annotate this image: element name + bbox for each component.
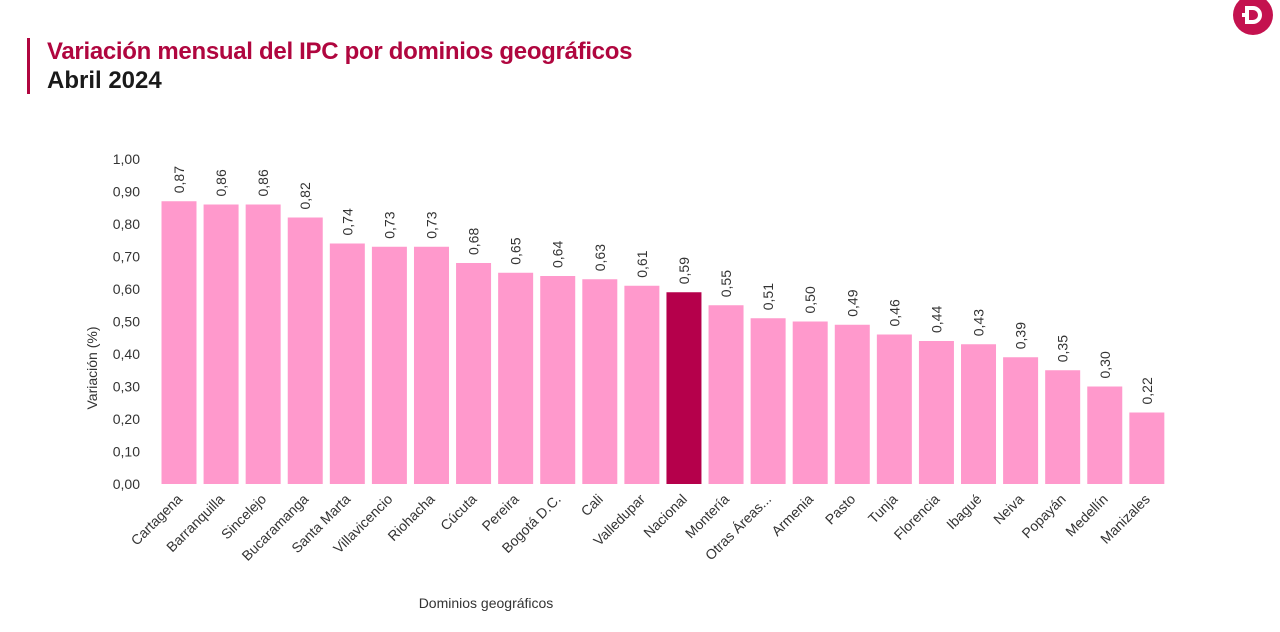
- y-tick-label: 0,20: [113, 411, 140, 427]
- bar-sincelejo: [245, 204, 281, 484]
- value-label: 0,73: [423, 211, 439, 238]
- value-label: 0,49: [844, 289, 860, 316]
- value-label: 0,43: [971, 309, 987, 336]
- y-tick-label: 0,90: [113, 184, 140, 200]
- y-tick-label: 0,50: [113, 314, 140, 330]
- value-label: 0,63: [592, 244, 608, 271]
- brand-logo: [1233, 0, 1273, 35]
- bar-armenia: [792, 321, 828, 484]
- bar-villavicencio: [371, 246, 407, 484]
- value-label: 0,51: [760, 283, 776, 310]
- x-axis-label: Dominios geográficos: [419, 595, 554, 611]
- y-tick-label: 0,80: [113, 216, 140, 232]
- bar-pereira: [498, 272, 534, 484]
- category-label: Popayán: [1018, 491, 1068, 541]
- value-label: 0,55: [718, 270, 734, 297]
- category-label: Cali: [578, 491, 606, 519]
- bar-pasto: [834, 324, 870, 484]
- bar-medellín: [1087, 386, 1123, 484]
- bar-florencia: [918, 341, 954, 484]
- category-label: Neiva: [990, 491, 1027, 528]
- category-label: Pasto: [822, 491, 859, 528]
- chart-title: Variación mensual del IPC por dominios g…: [47, 38, 633, 65]
- bar-bucaramanga: [287, 217, 323, 484]
- bar-cali: [582, 279, 618, 484]
- value-label: 0,64: [550, 241, 566, 268]
- category-label: Nacional: [640, 491, 690, 541]
- value-label: 0,86: [213, 169, 229, 196]
- value-label: 0,61: [634, 250, 650, 277]
- y-tick-label: 0,60: [113, 281, 140, 297]
- value-label: 0,74: [339, 208, 355, 235]
- bar-cúcuta: [456, 263, 492, 484]
- y-tick-label: 0,30: [113, 379, 140, 395]
- chart-subtitle: Abril 2024: [47, 67, 162, 94]
- bar-popayán: [1045, 370, 1081, 484]
- y-axis-label: Variación (%): [84, 327, 100, 410]
- category-label: Florencia: [891, 491, 943, 543]
- value-label: 0,68: [466, 228, 482, 255]
- bar-neiva: [1003, 357, 1039, 484]
- value-label: 0,22: [1139, 377, 1155, 404]
- title-accent-bar: [27, 38, 30, 94]
- value-label: 0,59: [676, 257, 692, 284]
- bar-valledupar: [624, 285, 660, 484]
- bar-bogotá-d-c-: [540, 276, 576, 484]
- y-tick-label: 1,00: [113, 151, 140, 167]
- bar-cartagena: [161, 201, 197, 484]
- value-label: 0,35: [1055, 335, 1071, 362]
- value-label: 0,30: [1097, 351, 1113, 378]
- category-label: Riohacha: [384, 491, 437, 544]
- value-label: 0,50: [802, 286, 818, 313]
- y-tick-label: 0,40: [113, 346, 140, 362]
- value-label: 0,86: [255, 169, 271, 196]
- bar-otras-áreas-: [750, 318, 786, 484]
- y-tick-label: 0,10: [113, 444, 140, 460]
- bar-ibagué: [961, 344, 997, 484]
- bar-riohacha: [413, 246, 449, 484]
- bar-barranquilla: [203, 204, 239, 484]
- bar-santa-marta: [329, 243, 365, 484]
- bar-manizales: [1129, 412, 1165, 484]
- value-label: 0,39: [1013, 322, 1029, 349]
- category-label: Ibagué: [943, 491, 985, 533]
- value-label: 0,87: [171, 166, 187, 193]
- bar-montería: [708, 305, 744, 484]
- value-label: 0,82: [297, 182, 313, 209]
- value-label: 0,44: [928, 306, 944, 333]
- value-label: 0,46: [886, 299, 902, 326]
- y-tick-label: 0,70: [113, 249, 140, 265]
- category-label: Tunja: [865, 491, 901, 527]
- y-tick-label: 0,00: [113, 476, 140, 492]
- value-label: 0,73: [381, 211, 397, 238]
- category-label: Cúcuta: [437, 491, 480, 534]
- bar-tunja: [876, 334, 912, 484]
- bar-nacional: [666, 292, 702, 484]
- category-label: Armenia: [768, 491, 816, 539]
- value-label: 0,65: [508, 237, 524, 264]
